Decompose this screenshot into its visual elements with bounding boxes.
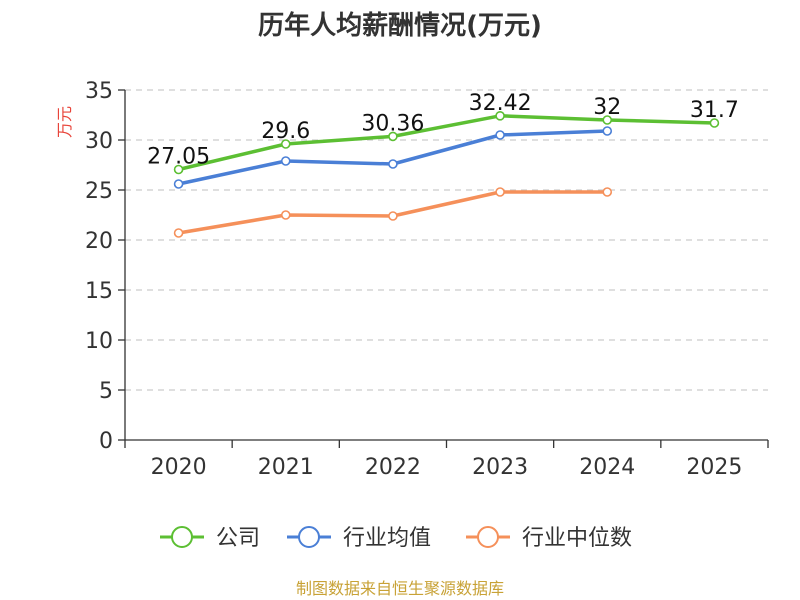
data-label-2025: 31.7 [690, 98, 739, 123]
legend-item-0[interactable]: 公司 [160, 526, 260, 551]
y-tick-label-15: 15 [85, 279, 113, 304]
data-point-s0-2020[interactable] [173, 164, 184, 175]
y-axis-label: 万元 [55, 106, 74, 138]
legend-item-2[interactable]: 行业中位数 [466, 526, 632, 551]
x-tick-label-2022: 2022 [365, 455, 421, 480]
data-point-s0-2023[interactable] [495, 111, 505, 121]
data-point-s0-2022[interactable] [388, 131, 398, 142]
data-point-s2-2022[interactable] [388, 211, 398, 221]
data-point-s2-2020[interactable] [173, 228, 184, 238]
legend-label-2: 行业中位数 [522, 526, 632, 551]
data-label-2022: 30.36 [361, 111, 424, 136]
data-point-s1-2023[interactable] [495, 130, 505, 140]
data-point-s1-2022[interactable] [388, 159, 398, 169]
y-tick-label-0: 0 [99, 429, 113, 454]
series-line-0 [178, 114, 715, 172]
source-note: 制图数据来自恒生聚源数据库 [296, 579, 504, 598]
data-point-s0-2021[interactable] [280, 139, 291, 149]
y-tick-label-20: 20 [85, 229, 113, 254]
data-label-2024: 32 [593, 95, 621, 120]
x-tick-label-2024: 2024 [579, 455, 635, 480]
x-tick-label-2021: 2021 [258, 455, 314, 480]
gridlines [125, 89, 768, 391]
y-tick-label-25: 25 [85, 179, 113, 204]
legend-label-0: 公司 [216, 526, 260, 551]
legend-item-1[interactable]: 行业均值 [287, 526, 431, 551]
data-point-s1-2021[interactable] [280, 156, 291, 166]
data-label-2021: 29.6 [261, 119, 310, 144]
data-point-s0-2024[interactable] [602, 115, 613, 125]
legend-marker-0 [171, 526, 193, 548]
legend[interactable]: 公司 行业均值 行业中位数 [160, 526, 632, 551]
legend-label-1: 行业均值 [343, 526, 431, 551]
legend-marker-2 [477, 526, 499, 548]
data-point-s2-2021[interactable] [280, 210, 291, 220]
series-group [173, 111, 720, 238]
data-point-s1-2020[interactable] [173, 179, 184, 189]
y-tick-label-30: 30 [85, 129, 113, 154]
x-tick-label-2025: 2025 [686, 455, 742, 480]
data-point-s0-2025[interactable] [709, 118, 720, 128]
data-label-2020: 27.05 [147, 145, 210, 170]
x-tick-label-2023: 2023 [472, 455, 528, 480]
data-point-s2-2024[interactable] [602, 187, 613, 197]
x-tick-label-2020: 2020 [151, 455, 207, 480]
data-point-s1-2024[interactable] [602, 126, 613, 136]
legend-marker-1 [298, 526, 320, 548]
chart-title: 历年人均薪酬情况(万元) [258, 10, 542, 41]
data-label-2023: 32.42 [469, 91, 532, 116]
data-point-s2-2023[interactable] [495, 187, 505, 197]
data-labels: 27.05 29.6 30.36 32.42 32 31.7 [147, 91, 739, 170]
y-tick-label-5: 5 [99, 379, 113, 404]
y-tick-label-10: 10 [85, 329, 113, 354]
y-tick-label-35: 35 [85, 79, 113, 104]
